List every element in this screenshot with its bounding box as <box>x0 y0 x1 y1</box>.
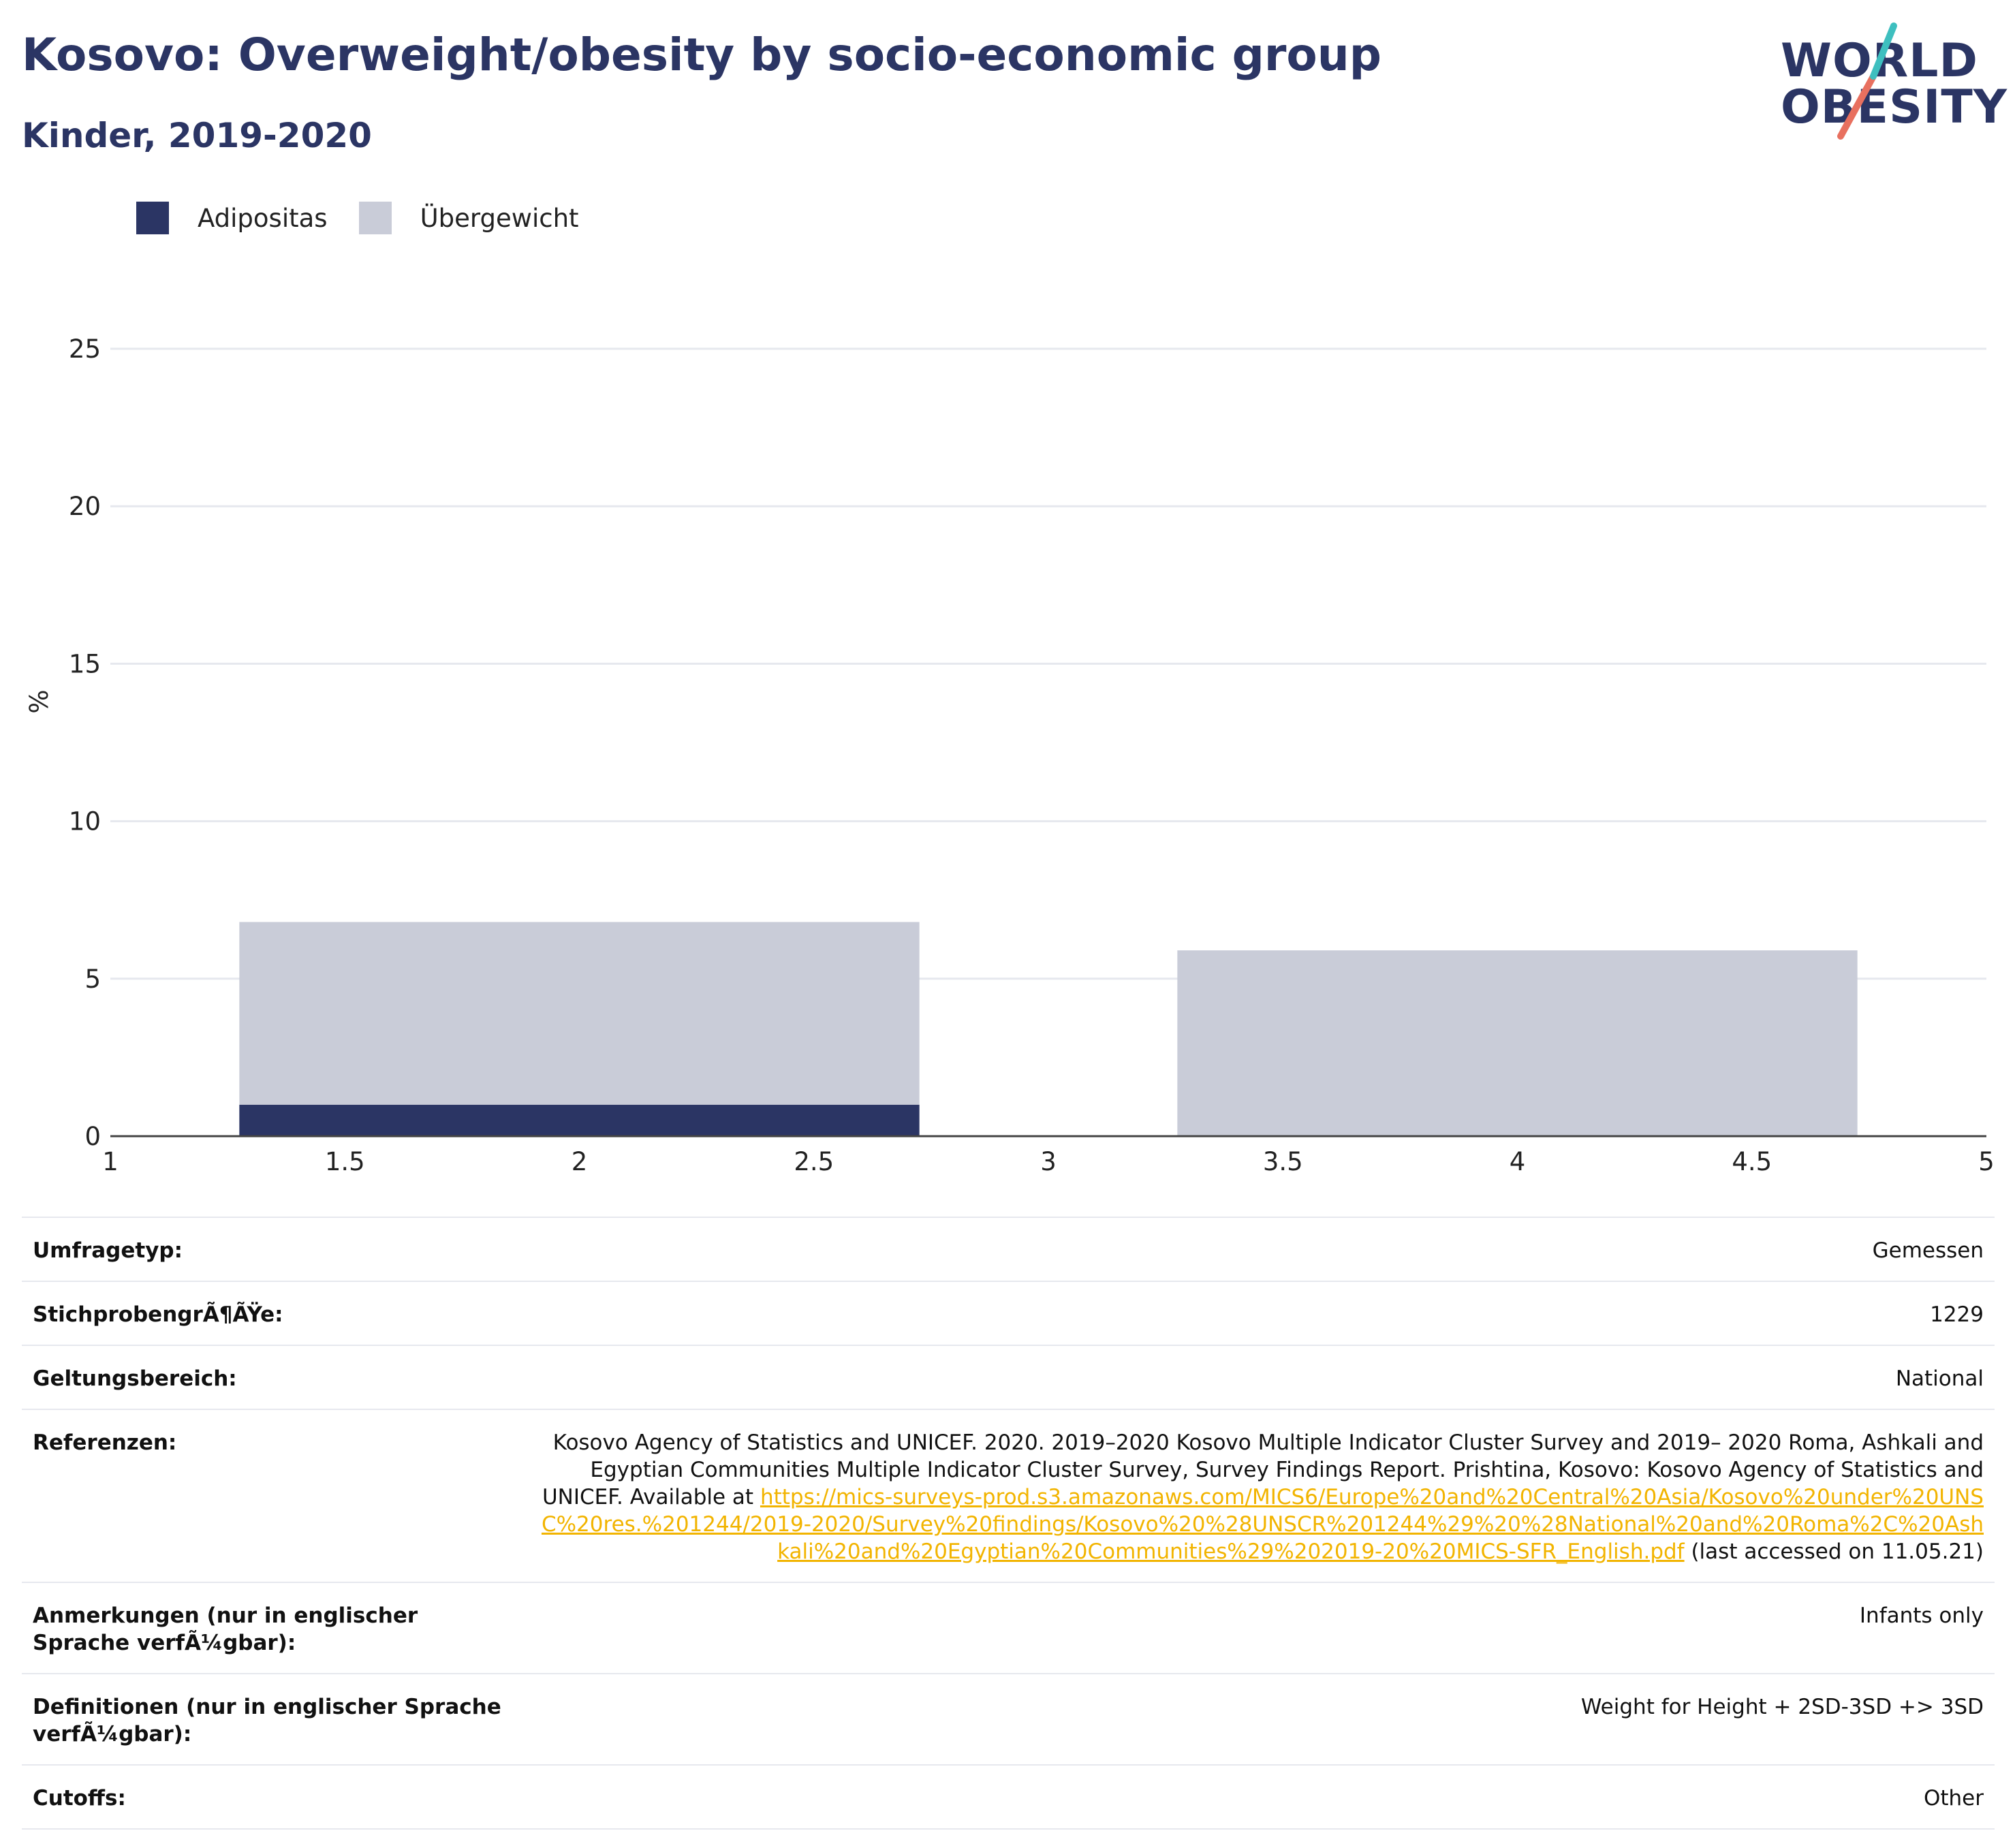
chart-subtitle: Kinder, 2019-2020 <box>22 116 372 155</box>
info-label: Geltungsbereich: <box>22 1345 520 1410</box>
info-label: Cutoffs: <box>22 1764 520 1830</box>
y-tick-label: 15 <box>69 649 101 678</box>
info-value: National <box>520 1345 1995 1410</box>
info-value: Kosovo Agency of Statistics and UNICEF. … <box>520 1409 1995 1583</box>
legend-label-uebergewicht: Übergewicht <box>420 203 579 233</box>
legend-swatch-adipositas <box>136 202 169 234</box>
x-tick-label: 4 <box>1510 1147 1526 1176</box>
reference-text: Kosovo Agency of Statistics and UNICEF. … <box>542 1430 1984 1509</box>
reference-accessed-text: (last accessed on 11.05.21) <box>1684 1539 1984 1564</box>
info-row-sample-size: StichprobengrÃ¶ÃŸe: 1229 <box>22 1281 1995 1346</box>
info-label: Definitionen (nur in englischer Sprache … <box>22 1673 520 1766</box>
bar-2-bergewicht <box>1177 950 1858 1136</box>
x-tick-label: 5 <box>1978 1147 1995 1176</box>
y-tick-label: 10 <box>69 807 101 836</box>
info-row-definitions: Definitionen (nur in englischer Sprache … <box>22 1673 1995 1766</box>
legend-swatch-uebergewicht <box>358 202 392 234</box>
info-row-notes: Anmerkungen (nur in englischer Sprache v… <box>22 1582 1995 1674</box>
info-value: Gemessen <box>520 1217 1995 1282</box>
info-row-survey-type: Umfragetyp: Gemessen <box>22 1217 1995 1282</box>
info-label: Anmerkungen (nur in englischer Sprache v… <box>22 1582 520 1674</box>
info-label: Umfragetyp: <box>22 1217 520 1282</box>
info-value: Weight for Height + 2SD-3SD +> 3SD <box>520 1673 1995 1766</box>
info-label: StichprobengrÃ¶ÃŸe: <box>22 1281 520 1346</box>
info-row-coverage: Geltungsbereich: National <box>22 1345 1995 1410</box>
bar-1-adipositas <box>239 1104 920 1136</box>
x-tick-label: 1 <box>102 1147 119 1176</box>
reference-link[interactable]: https://mics-surveys-prod.s3.amazonaws.c… <box>541 1485 1984 1564</box>
legend-label-adipositas: Adipositas <box>198 203 328 233</box>
info-label: Referenzen: <box>22 1409 520 1583</box>
x-tick-label: 3 <box>1040 1147 1057 1176</box>
x-tick-label: 2.5 <box>794 1147 834 1176</box>
info-value: Infants only <box>520 1582 1995 1674</box>
x-tick-label: 1.5 <box>325 1147 365 1176</box>
bar-chart: 0 5 10 15 20 25 1 1.5 2 2.5 3 3.5 4 4.5 5% <box>25 334 1995 1176</box>
bar-1-bergewicht <box>239 922 920 1105</box>
chart-title: Kosovo: Overweight/obesity by socio-econ… <box>22 29 1381 81</box>
x-tick-label: 4.5 <box>1732 1147 1772 1176</box>
info-row-cutoffs: Cutoffs: Other <box>22 1764 1995 1830</box>
y-axis-label: % <box>25 689 54 713</box>
y-tick-label: 25 <box>69 334 101 364</box>
x-tick-label: 2 <box>572 1147 588 1176</box>
y-tick-label: 20 <box>69 492 101 521</box>
logo-slash-icon <box>1837 22 1897 140</box>
legend-item-adipositas[interactable]: Adipositas <box>136 202 328 234</box>
y-tick-label: 0 <box>84 1122 101 1151</box>
y-tick-label: 5 <box>84 965 101 994</box>
world-obesity-logo: WORLD OBESITY <box>1771 14 2007 150</box>
legend: Adipositas Übergewicht <box>136 202 610 234</box>
survey-info-table: Umfragetyp: Gemessen StichprobengrÃ¶ÃŸe:… <box>22 1217 1995 1830</box>
info-row-references: Referenzen: Kosovo Agency of Statistics … <box>22 1409 1995 1583</box>
legend-item-uebergewicht[interactable]: Übergewicht <box>358 202 579 234</box>
logo-word-obesity: OBESITY <box>1781 80 2008 134</box>
info-value: 1229 <box>520 1281 1995 1346</box>
info-value: Other <box>520 1764 1995 1830</box>
x-tick-label: 3.5 <box>1263 1147 1303 1176</box>
